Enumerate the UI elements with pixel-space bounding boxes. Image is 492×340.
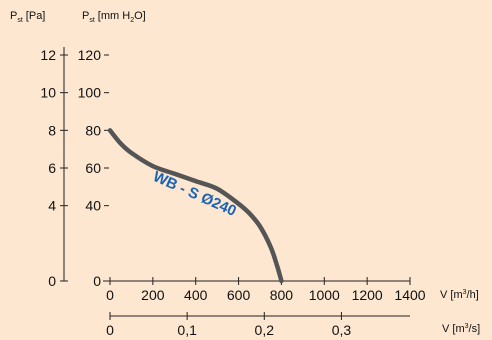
m3h-tick-label: 600 (227, 287, 251, 303)
m3s-tick-label: 0,3 (332, 322, 352, 338)
x-axis-m3h-title: V [m3/h] (440, 289, 479, 301)
m3h-tick-label: 400 (184, 287, 208, 303)
pa-tick-label: 12 (40, 47, 56, 63)
y-right-title: Pst [mm H2O] (82, 10, 146, 24)
mm-tick-label: 120 (78, 47, 102, 63)
pa-tick-label: 10 (40, 85, 56, 101)
x-axis-m3s-title: V [m3/s] (442, 323, 480, 335)
m3s-tick-label: 0,1 (177, 322, 197, 338)
m3s-tick-label: 0,2 (255, 322, 275, 338)
m3h-tick-label: 0 (106, 287, 114, 303)
m3h-tick-label: 1000 (309, 287, 340, 303)
m3s-tick-label: 0 (106, 322, 114, 338)
pa-tick-label: 6 (48, 160, 56, 176)
m3h-tick-label: 1400 (394, 287, 425, 303)
mm-zero-corner (103, 280, 111, 285)
pa-tick-label: 4 (48, 198, 56, 214)
series-line (107, 128, 284, 284)
mm-tick-label: 60 (85, 160, 101, 176)
m3h-tick-label: 1200 (352, 287, 383, 303)
mm-tick-label: 100 (78, 85, 102, 101)
y-left-title: Pst [Pa] (10, 10, 45, 24)
mm-tick-label: 0 (93, 273, 101, 289)
pa-tick-label: 0 (48, 273, 56, 289)
m3h-tick-label: 200 (141, 287, 165, 303)
mm-tick-label: 40 (85, 198, 101, 214)
mm-tick-label: 80 (85, 122, 101, 138)
pa-tick-label: 8 (48, 122, 56, 138)
m3h-tick-label: 800 (270, 287, 294, 303)
